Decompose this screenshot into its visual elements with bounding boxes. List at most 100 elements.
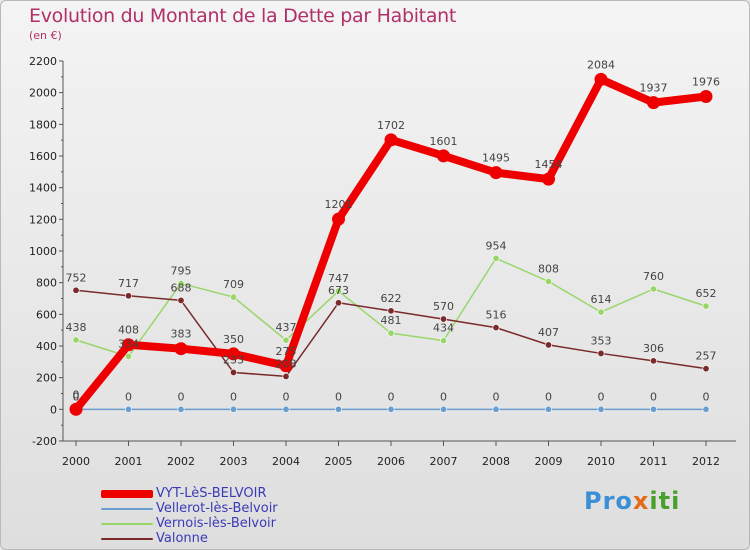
- y-tick-label: 1400: [29, 182, 57, 195]
- y-tick-label: 1800: [29, 118, 57, 131]
- data-point: [227, 347, 240, 361]
- y-tick-label: 2000: [29, 87, 57, 100]
- data-label: 437: [276, 321, 297, 334]
- data-label: 1201: [325, 198, 353, 211]
- data-point: [177, 405, 185, 413]
- data-label: 0: [73, 388, 80, 401]
- logo-part-pro: Pro: [584, 487, 633, 515]
- y-tick-label: 200: [36, 372, 57, 385]
- data-label: 306: [643, 342, 664, 355]
- x-tick-label: 2011: [640, 455, 668, 468]
- data-point: [647, 96, 660, 110]
- data-point: [439, 315, 447, 323]
- data-label: 275: [276, 345, 297, 358]
- data-label: 1495: [482, 152, 510, 165]
- y-tick-label: 1600: [29, 150, 57, 163]
- data-label: 954: [486, 239, 507, 252]
- data-point: [230, 293, 238, 301]
- data-point: [279, 359, 293, 373]
- x-tick-label: 2001: [115, 455, 143, 468]
- x-tick-label: 2009: [535, 455, 563, 468]
- y-tick-label: 1000: [29, 245, 57, 258]
- data-label: 0: [178, 390, 185, 403]
- data-point: [597, 308, 605, 316]
- data-point: [334, 405, 342, 413]
- data-label: 407: [538, 326, 559, 339]
- y-tick-label: 1200: [29, 213, 57, 226]
- chart-subtitle: (en €): [29, 29, 62, 42]
- data-label: 257: [696, 350, 717, 363]
- x-tick-label: 2012: [692, 455, 720, 468]
- proxiti-logo: Proxiti: [584, 487, 680, 515]
- legend-label: Vernois-lès-Belvoir: [156, 516, 277, 531]
- x-tick-label: 2008: [482, 455, 510, 468]
- data-label: 353: [591, 334, 612, 347]
- data-label: 516: [486, 309, 507, 322]
- legend-swatch: [101, 508, 153, 510]
- data-point: [544, 405, 552, 413]
- data-point: [125, 292, 133, 300]
- data-label: 808: [538, 262, 559, 275]
- data-label: 434: [433, 322, 454, 335]
- data-point: [282, 336, 290, 344]
- data-label: 1601: [430, 135, 458, 148]
- x-tick-label: 2002: [167, 455, 195, 468]
- legend-swatch: [101, 538, 153, 540]
- data-point: [699, 89, 713, 103]
- data-label: 0: [703, 390, 710, 403]
- data-label: 0: [230, 390, 237, 403]
- y-tick-label: 2200: [29, 55, 57, 68]
- data-point: [125, 352, 133, 360]
- data-point: [439, 405, 447, 413]
- data-point: [597, 405, 605, 413]
- y-tick-label: 400: [36, 340, 57, 353]
- data-point: [122, 338, 135, 352]
- data-label: 350: [223, 333, 244, 346]
- data-label: 0: [493, 390, 500, 403]
- data-label: 709: [223, 278, 244, 291]
- data-label: 481: [381, 314, 402, 327]
- data-point: [702, 302, 710, 310]
- data-point: [437, 149, 450, 163]
- data-point: [649, 285, 657, 293]
- data-label: 760: [643, 270, 664, 283]
- data-point: [125, 405, 133, 413]
- chart-title: Evolution du Montant de la Dette par Hab…: [29, 5, 457, 27]
- logo-part-x: x: [632, 487, 650, 515]
- data-point: [544, 341, 552, 349]
- legend-label: VYT-LèS-BELVOIR: [156, 486, 267, 501]
- data-point: [439, 337, 447, 345]
- data-label: 688: [171, 281, 192, 294]
- data-label: 1937: [640, 82, 668, 95]
- data-label: 0: [125, 390, 132, 403]
- y-tick-label: -200: [32, 435, 57, 448]
- data-label: 747: [328, 272, 349, 285]
- data-label: 614: [591, 293, 612, 306]
- legend-swatch: [101, 490, 153, 498]
- data-label: 408: [118, 324, 139, 337]
- data-label: 0: [545, 390, 552, 403]
- data-point: [649, 357, 657, 365]
- data-label: 438: [66, 321, 87, 334]
- data-point: [649, 405, 657, 413]
- data-label: 0: [440, 390, 447, 403]
- data-point: [282, 372, 290, 380]
- data-point: [177, 279, 185, 287]
- data-label: 334: [118, 337, 139, 350]
- data-point: [230, 368, 238, 376]
- data-point: [597, 349, 605, 357]
- data-point: [72, 336, 80, 344]
- legend-swatch: [101, 523, 153, 525]
- data-point: [542, 172, 555, 186]
- data-label: 795: [171, 264, 192, 277]
- data-point: [492, 254, 500, 262]
- data-point: [72, 286, 80, 294]
- data-label: 652: [696, 287, 717, 300]
- data-label: 570: [433, 300, 454, 313]
- data-point: [332, 212, 345, 226]
- data-label: 0: [335, 390, 342, 403]
- data-label: 0: [388, 390, 395, 403]
- y-tick-label: 800: [36, 277, 57, 290]
